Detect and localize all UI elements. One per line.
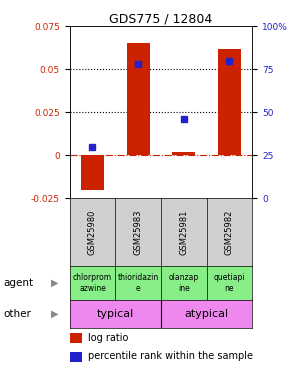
Bar (70, 351, 82, 361)
Text: GSM25982: GSM25982 (225, 210, 234, 255)
Text: GSM25980: GSM25980 (88, 210, 97, 255)
Text: ▶: ▶ (51, 309, 59, 319)
Text: agent: agent (3, 278, 33, 288)
Bar (70, 333, 82, 343)
Text: log ratio: log ratio (88, 333, 128, 343)
Text: percentile rank within the sample: percentile rank within the sample (88, 351, 253, 361)
Text: olanzap
ine: olanzap ine (169, 273, 199, 292)
Bar (81, 155, 104, 190)
Bar (172, 152, 195, 155)
Text: thioridazin
e: thioridazin e (117, 273, 159, 292)
Text: other: other (3, 309, 31, 319)
Text: ▶: ▶ (51, 278, 59, 288)
Text: GSM25981: GSM25981 (179, 210, 188, 255)
Bar (127, 44, 150, 155)
Text: atypical: atypical (184, 309, 229, 319)
Text: quetiapi
ne: quetiapi ne (214, 273, 245, 292)
Text: GSM25983: GSM25983 (134, 210, 143, 255)
Bar (218, 49, 241, 155)
Title: GDS775 / 12804: GDS775 / 12804 (109, 12, 213, 25)
Text: typical: typical (97, 309, 134, 319)
Text: chlorprom
azwine: chlorprom azwine (73, 273, 112, 292)
